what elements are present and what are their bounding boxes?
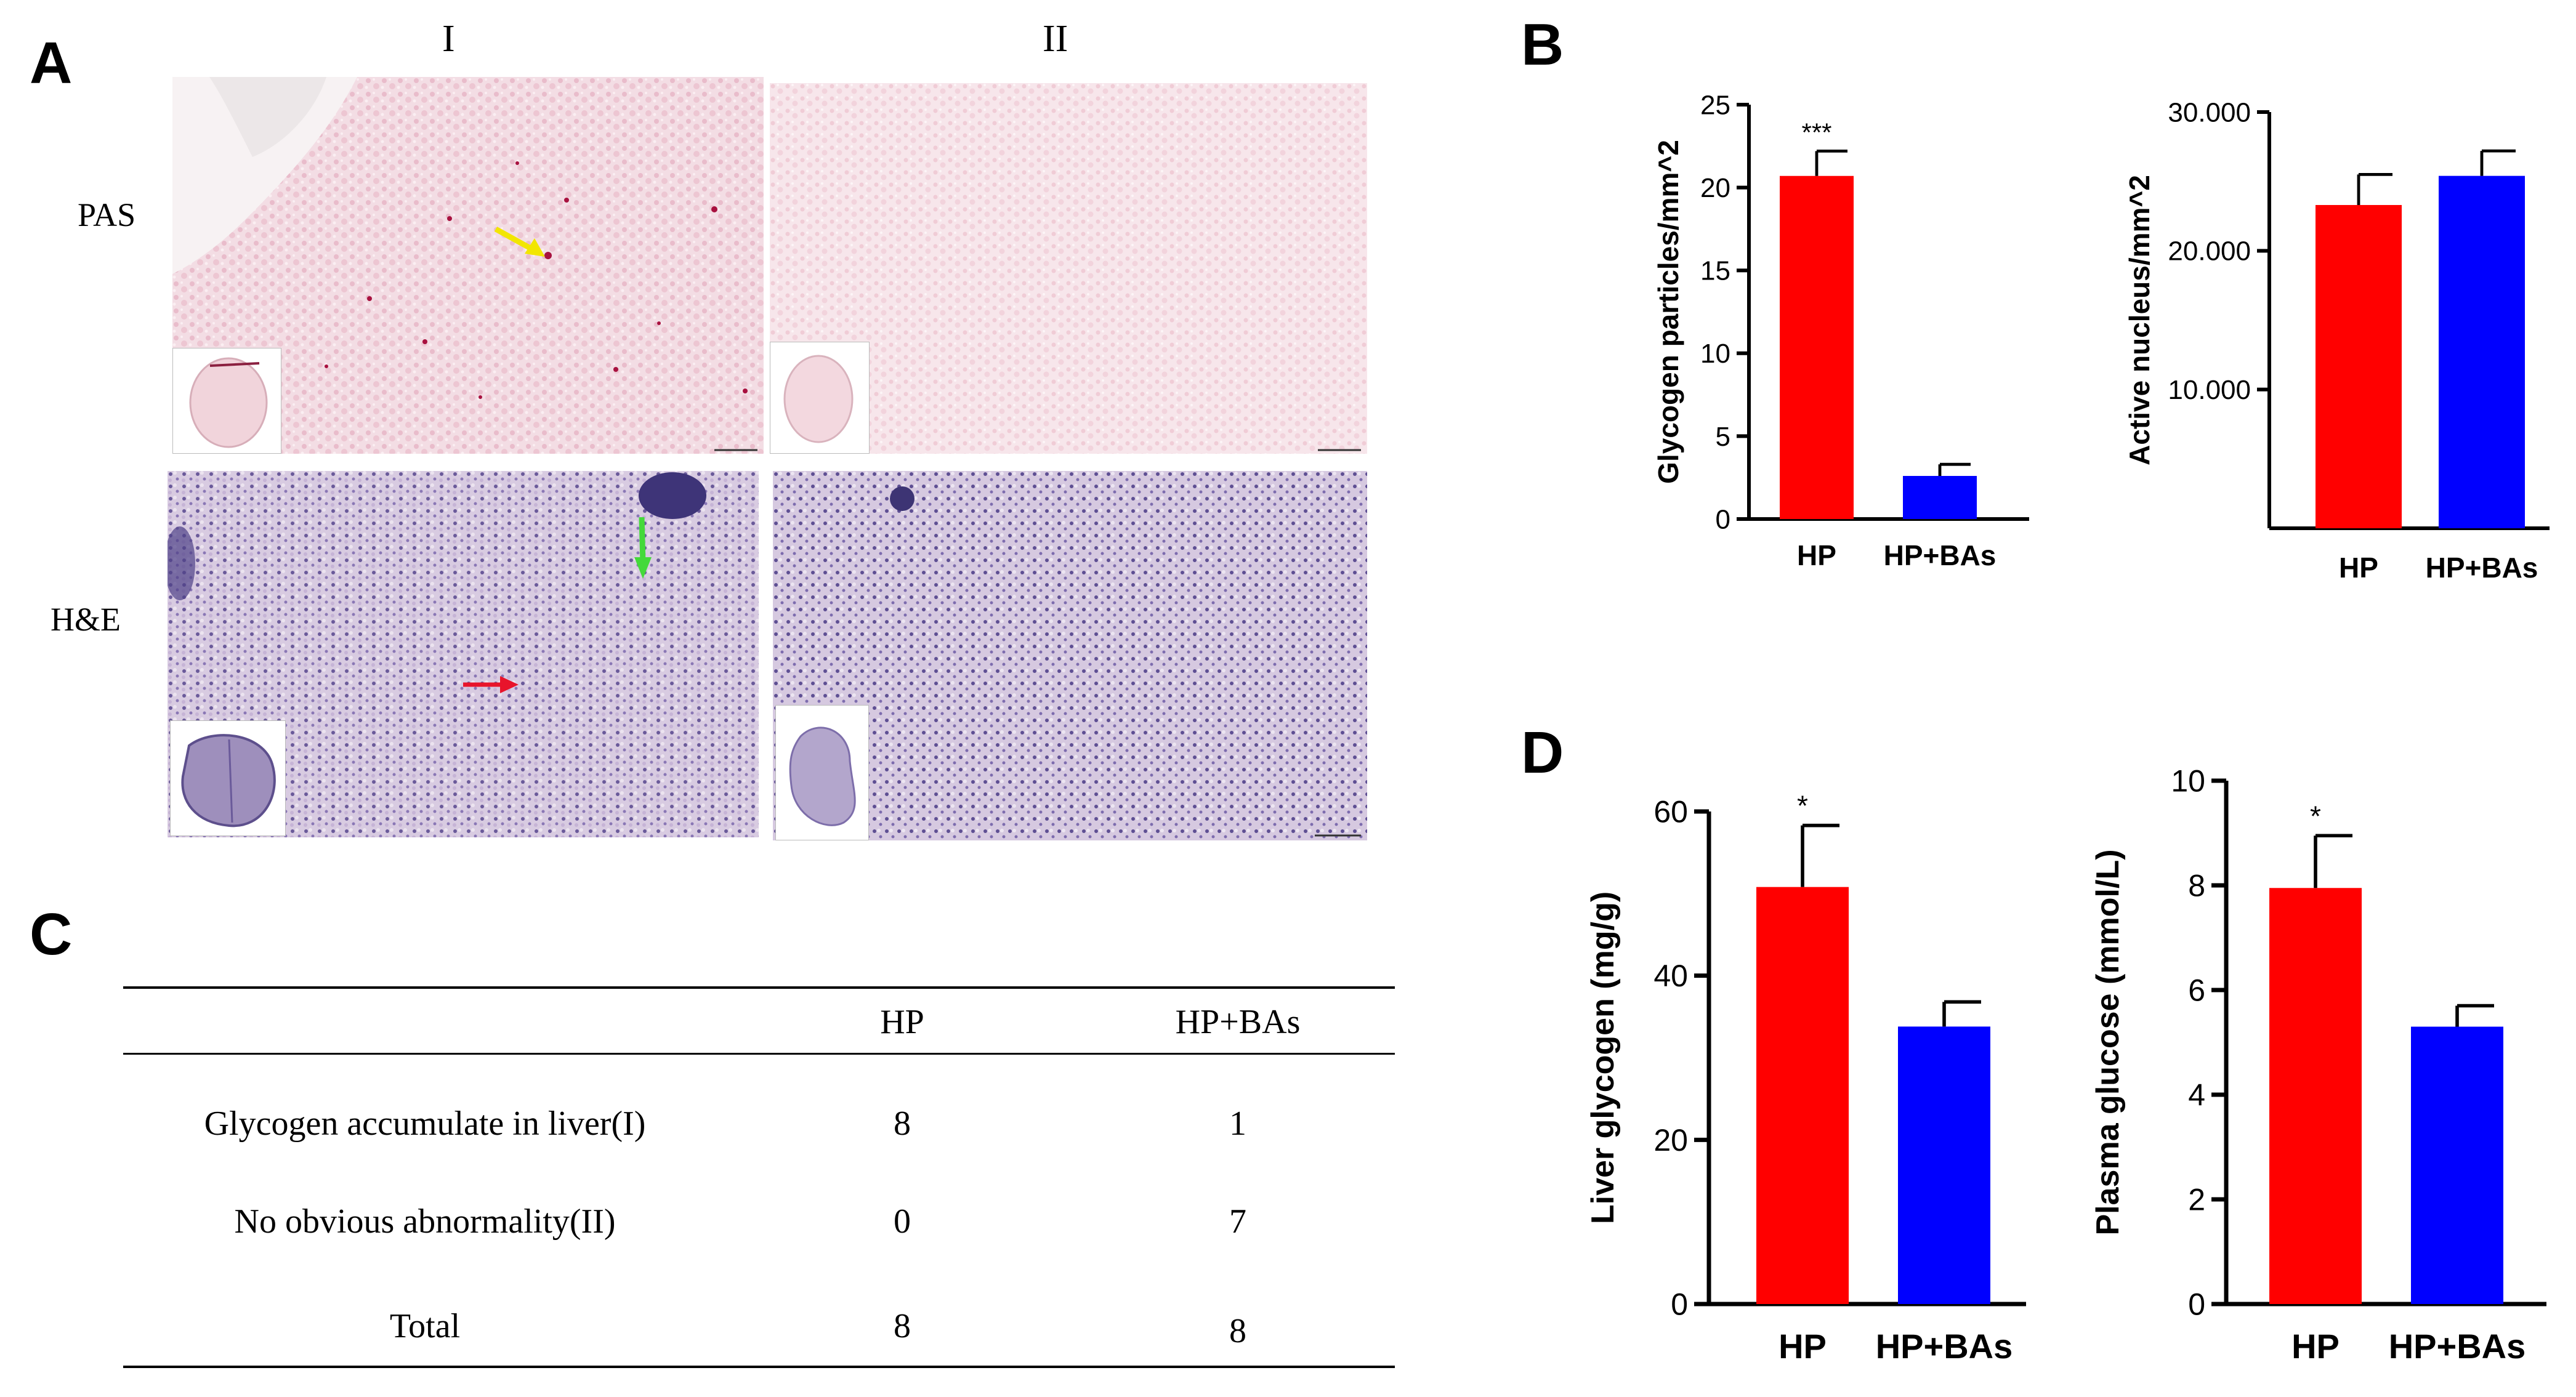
micrograph-he-i — [168, 471, 759, 837]
micrograph-he-ii-texture — [773, 471, 1367, 840]
y-tick-label: 2 — [2188, 1183, 2205, 1217]
y-tick-label: 20 — [1700, 173, 1730, 203]
bar-hp — [2269, 888, 2362, 1304]
column-label-ii: II — [1043, 18, 1068, 60]
table-row-label: Glycogen accumulate in liver(I) — [204, 1105, 646, 1143]
micrograph-pas-i — [172, 77, 764, 454]
y-tick-label: 10.000 — [2168, 375, 2251, 405]
bar-hp — [2316, 204, 2402, 528]
table-cell: 8 — [894, 1105, 911, 1143]
x-tick-label: HP — [2291, 1327, 2340, 1366]
y-tick-label: 60 — [1653, 795, 1688, 829]
chart-liver-glycogen: 0 20 40 60 Liver glycogen (mg/g) * HP HP+BAs — [1585, 790, 2026, 1366]
table-header-hp: HP — [880, 1003, 924, 1041]
y-axis-title: Active nucleus/mm^2 — [2123, 175, 2155, 465]
thumbnail-he-i — [170, 720, 286, 836]
chart-active-nucleus: 10.000 20.000 30.000 Active nucleus/mm^2 HP H… — [2123, 97, 2550, 584]
row-label-pas: PAS — [78, 196, 136, 233]
green-arrow-icon — [639, 517, 646, 564]
y-tick-label: 4 — [2188, 1078, 2205, 1113]
y-tick-label: 0 — [2188, 1287, 2205, 1322]
table-bottom-rule — [123, 1366, 1395, 1368]
table-header-rule — [123, 1053, 1395, 1055]
y-tick-label: 25 — [1700, 90, 1730, 120]
bar-hp — [1780, 175, 1854, 519]
significance-marker: * — [2310, 800, 2321, 832]
y-tick-label: 20.000 — [2168, 236, 2251, 267]
bar-hpbas — [2439, 175, 2525, 528]
x-tick-label: HP — [2339, 552, 2378, 584]
x-tick-label: HP+BAs — [2389, 1327, 2526, 1366]
x-tick-label: HP — [1779, 1327, 1827, 1366]
y-tick-label: 10 — [2171, 764, 2205, 799]
panel-label-b: B — [1521, 12, 1564, 78]
micrograph-pas-ii — [770, 83, 1367, 454]
thumbnail-he-ii — [775, 705, 869, 840]
micrograph-he-ii — [773, 471, 1367, 840]
y-axis-title: Plasma glucose (mmol/L) — [2090, 849, 2126, 1235]
table-cell: 1 — [1229, 1105, 1246, 1143]
panel-label-d: D — [1521, 720, 1564, 786]
table-cell: 8 — [894, 1307, 911, 1345]
x-tick-label: HP+BAs — [2426, 552, 2538, 584]
table-row-label: No obvious abnormality(II) — [234, 1202, 616, 1241]
y-tick-label: 15 — [1700, 256, 1730, 286]
table-header-hpbas: HP+BAs — [1175, 1003, 1301, 1041]
table-cell: 7 — [1229, 1202, 1246, 1241]
chart-plasma-glucose: 0 2 4 6 8 10 Plasma glucose (mmol/L) * HP HP+BAs — [2090, 764, 2546, 1366]
table-cell: 8 — [1229, 1312, 1246, 1350]
table-cell: 0 — [894, 1202, 911, 1241]
y-tick-label: 0 — [1716, 504, 1730, 534]
y-tick-label: 40 — [1653, 959, 1688, 993]
significance-marker: *** — [1801, 118, 1831, 147]
thumbnail-pas-ii — [770, 342, 870, 454]
y-tick-label: 20 — [1653, 1123, 1688, 1157]
significance-marker: * — [1797, 790, 1808, 822]
x-tick-label: HP+BAs — [1884, 539, 1997, 571]
y-tick-label: 10 — [1700, 339, 1730, 369]
chart-glycogen-particles: 0 5 10 15 20 25 Glycogen particles/mm^2 *** HP HP… — [1652, 90, 2029, 571]
panel-label-a: A — [30, 30, 73, 96]
y-axis-title: Glycogen particles/mm^2 — [1652, 140, 1684, 484]
thumbnail-pas-i — [172, 348, 281, 454]
x-tick-label: HP — [1797, 539, 1836, 571]
y-tick-label: 30.000 — [2168, 97, 2251, 127]
y-tick-label: 6 — [2188, 973, 2205, 1008]
table-row-label: Total — [389, 1307, 461, 1345]
y-axis-title: Liver glycogen (mg/g) — [1585, 892, 1621, 1224]
bar-hp — [1756, 887, 1849, 1304]
bar-hpbas — [2411, 1026, 2503, 1304]
y-tick-label: 5 — [1716, 422, 1730, 452]
y-tick-label: 8 — [2188, 869, 2205, 903]
table-top-rule — [123, 986, 1395, 989]
panel-label-c: C — [30, 901, 73, 967]
y-tick-label: 0 — [1671, 1287, 1688, 1322]
micrograph-he-i-texture — [168, 471, 759, 837]
x-tick-label: HP+BAs — [1876, 1327, 2013, 1366]
bar-hpbas — [1903, 476, 1977, 519]
column-label-i: I — [442, 18, 455, 60]
bar-hpbas — [1898, 1026, 1990, 1304]
row-label-he: H&E — [50, 601, 121, 638]
